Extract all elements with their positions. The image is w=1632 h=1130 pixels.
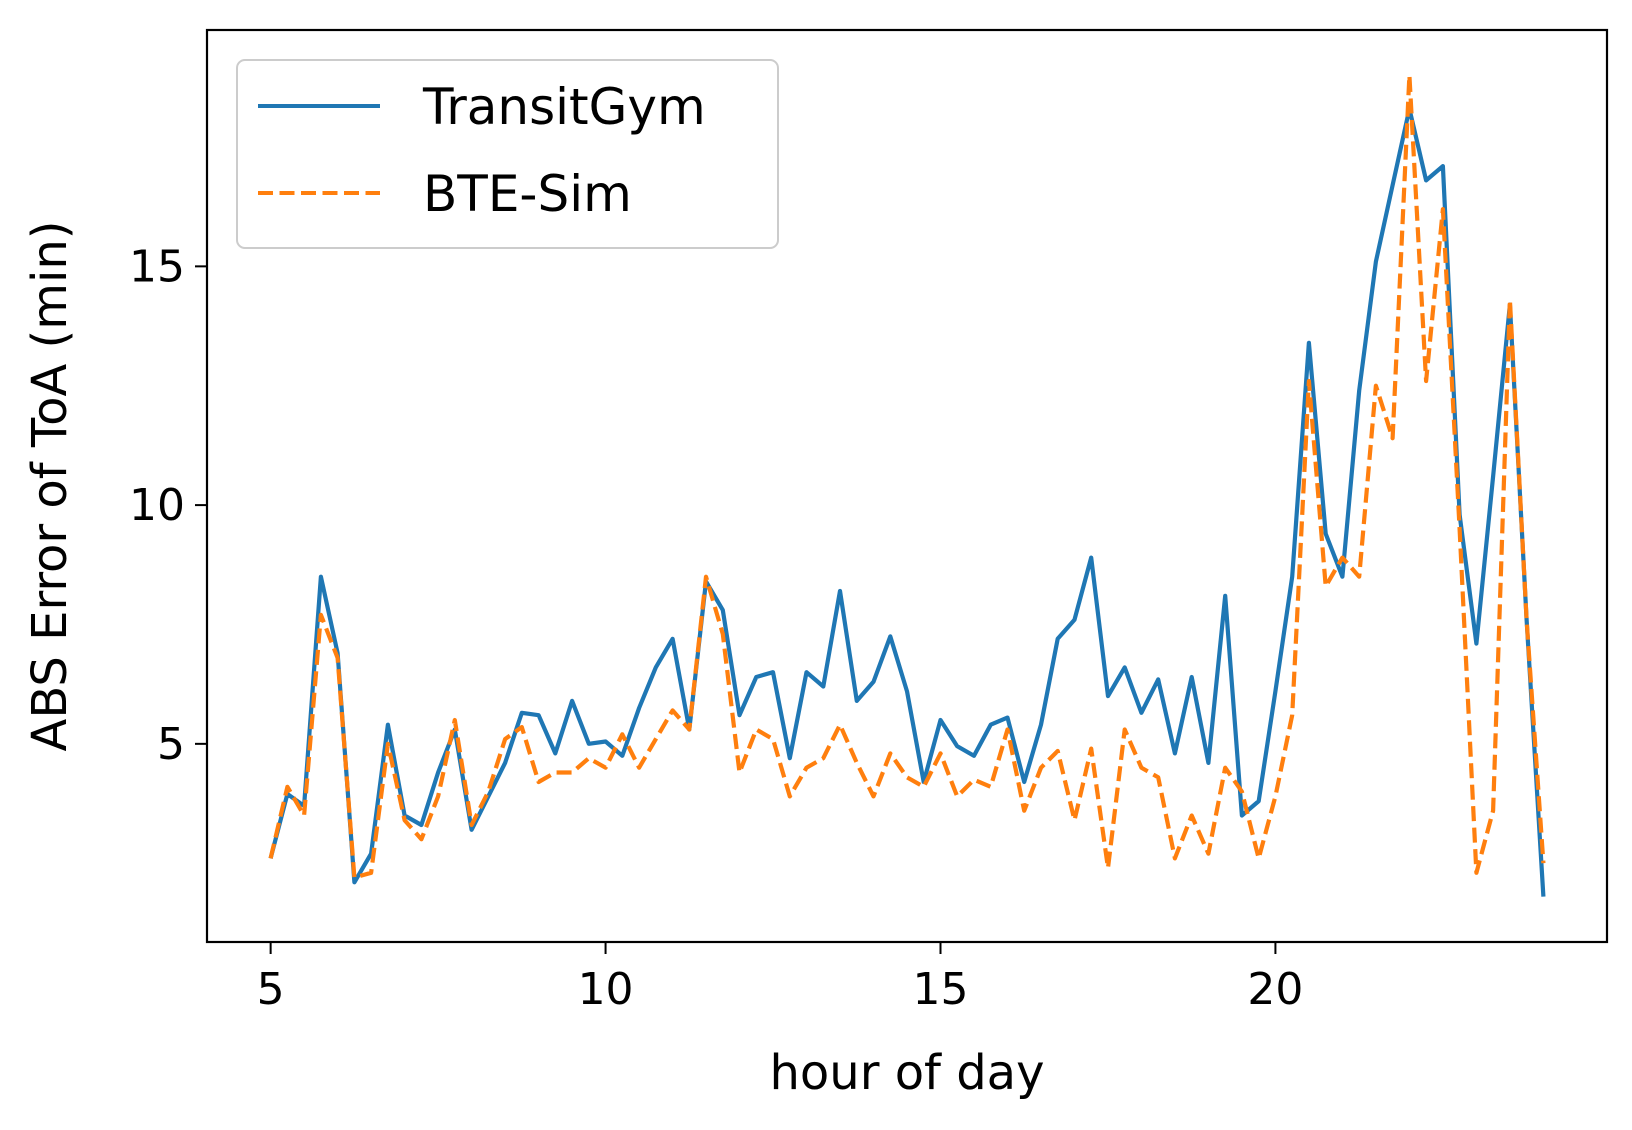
y-tick-label: 5 [157,719,185,770]
series-line-transitgym [268,106,1546,897]
y-axis-ticks: 5 10 15 [129,241,207,770]
plot-frame [205,28,1609,944]
legend-label-transitgym: TransitGym [422,78,706,136]
y-axis-label: ABS Error of ToA (min) [22,220,78,751]
y-tick-label: 15 [129,241,185,292]
x-tick-label: 20 [1247,964,1303,1015]
x-axis-ticks: 5 10 15 20 [257,942,1303,1015]
series-line-bte-sim [268,73,1546,880]
x-tick-label: 15 [912,964,968,1015]
series-layer [268,73,1546,897]
legend: TransitGym BTE-Sim [236,59,779,249]
x-axis-label: hour of day [769,1045,1044,1101]
y-tick-label: 10 [129,480,185,531]
legend-label-bte-sim: BTE-Sim [423,165,632,223]
x-tick-label: 10 [578,964,634,1015]
x-tick-label: 5 [257,964,285,1015]
